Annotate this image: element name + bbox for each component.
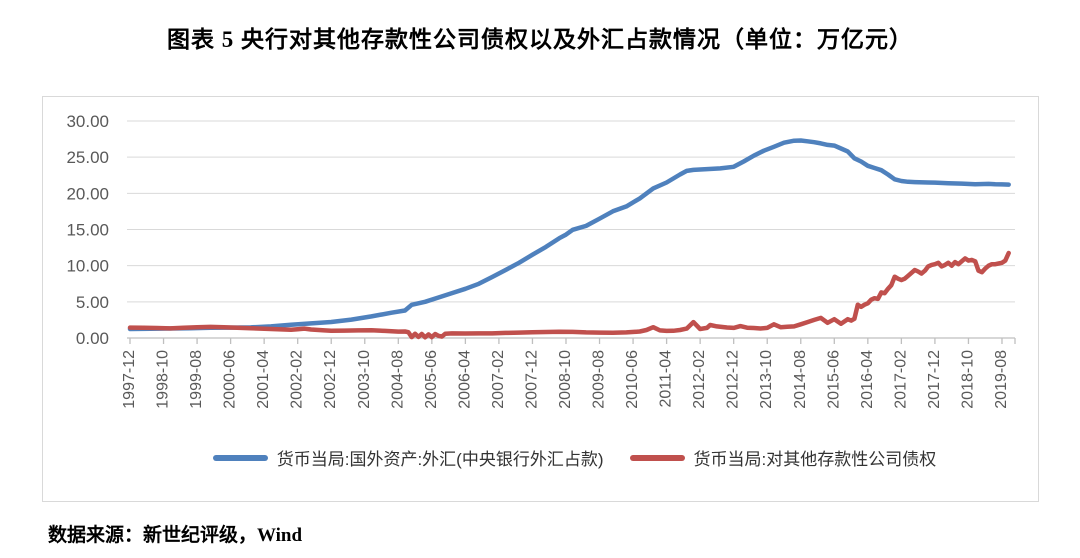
- svg-text:2007-02: 2007-02: [490, 350, 507, 409]
- chart-title: 图表 5 央行对其他存款性公司债权以及外汇占款情况（单位：万亿元）: [167, 27, 913, 52]
- series-line-odc-claims: [127, 250, 1011, 340]
- chart-panel: 0.00 5.00 10.00 15.00 20.00 25.00 30.00 1997-12…: [42, 96, 1039, 502]
- svg-text:2013-10: 2013-10: [758, 350, 775, 409]
- svg-text:2018-10: 2018-10: [959, 350, 976, 409]
- svg-text:25.00: 25.00: [66, 148, 109, 167]
- svg-text:2011-04: 2011-04: [658, 350, 675, 408]
- chart-legend: 货币当局:国外资产:外汇(中央银行外汇占款) 货币当局:对其他存款性公司债权: [77, 445, 1072, 470]
- svg-text:2014-08: 2014-08: [792, 350, 809, 409]
- svg-text:2002-02: 2002-02: [289, 350, 306, 409]
- legend-label-claims: 货币当局:对其他存款性公司债权: [693, 450, 937, 469]
- x-axis-labels: 1997-12 1998-10 1999-08 2000-06 2001-04 2002-…: [121, 350, 1010, 409]
- svg-text:2001-04: 2001-04: [255, 350, 272, 409]
- chart-svg: 0.00 5.00 10.00 15.00 20.00 25.00 30.00 1997-12…: [66, 112, 1016, 409]
- svg-text:2015-06: 2015-06: [825, 350, 842, 409]
- svg-text:2000-06: 2000-06: [222, 350, 239, 409]
- legend-item-fx: 货币当局:国外资产:外汇(中央银行外汇占款): [212, 445, 604, 470]
- svg-text:2005-06: 2005-06: [423, 350, 440, 409]
- svg-text:2002-12: 2002-12: [322, 350, 339, 409]
- svg-text:15.00: 15.00: [66, 221, 109, 240]
- svg-text:2008-10: 2008-10: [557, 350, 574, 409]
- svg-text:1999-08: 1999-08: [188, 350, 205, 409]
- legend-line-sample-blue: [212, 454, 268, 461]
- legend-label-fx: 货币当局:国外资产:外汇(中央银行外汇占款): [276, 450, 604, 469]
- y-axis-labels: 0.00 5.00 10.00 15.00 20.00 25.00 30.00: [66, 112, 109, 348]
- svg-text:2009-08: 2009-08: [591, 350, 608, 409]
- svg-text:2003-10: 2003-10: [356, 350, 373, 409]
- svg-text:2010-06: 2010-06: [624, 350, 641, 409]
- svg-text:2006-04: 2006-04: [456, 350, 473, 409]
- gridlines: [127, 120, 1015, 303]
- legend-line-sample-red: [629, 454, 685, 461]
- svg-text:2004-08: 2004-08: [389, 350, 406, 409]
- svg-text:2012-12: 2012-12: [725, 350, 742, 409]
- svg-text:1998-10: 1998-10: [155, 350, 172, 409]
- svg-text:2017-02: 2017-02: [892, 350, 909, 409]
- svg-text:1997-12: 1997-12: [121, 350, 138, 409]
- series-line-fx-reserves: [127, 138, 1011, 332]
- svg-text:2012-02: 2012-02: [691, 350, 708, 409]
- svg-text:2016-04: 2016-04: [859, 350, 876, 409]
- svg-text:20.00: 20.00: [66, 184, 109, 203]
- svg-text:5.00: 5.00: [76, 293, 109, 312]
- legend-item-claims: 货币当局:对其他存款性公司债权: [629, 445, 937, 470]
- svg-text:0.00: 0.00: [76, 329, 109, 348]
- svg-text:10.00: 10.00: [66, 257, 109, 276]
- svg-text:2017-12: 2017-12: [926, 350, 943, 409]
- svg-text:2019-08: 2019-08: [993, 350, 1010, 409]
- source-note: 数据来源：新世纪评级，Wind: [48, 525, 303, 546]
- svg-text:30.00: 30.00: [66, 112, 109, 131]
- svg-text:2007-12: 2007-12: [523, 350, 540, 409]
- x-axis: [127, 337, 1016, 344]
